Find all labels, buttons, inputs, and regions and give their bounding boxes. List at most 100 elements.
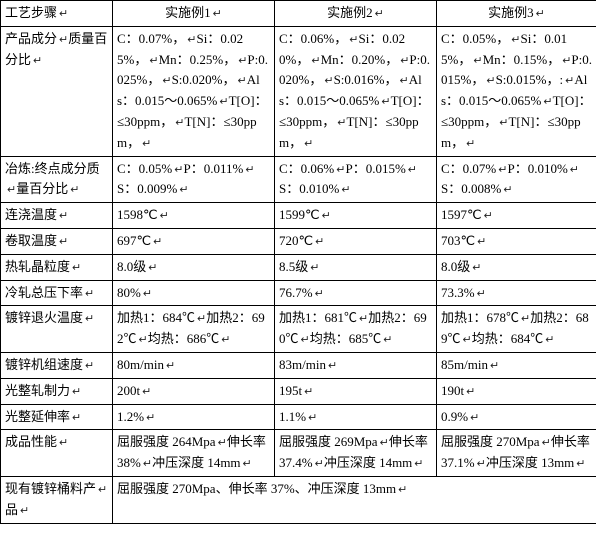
return-mark-icon: ↵ [414,456,423,474]
return-mark-icon: ↵ [477,456,486,474]
return-mark-icon: ↵ [218,435,227,453]
return-mark-icon: ↵ [545,332,554,350]
row-example1-cell: 8.0级↵ [113,254,275,280]
return-mark-icon: ↵ [59,32,68,50]
table-row: 光整延伸率↵1.2%↵1.1%↵0.9%↵ [1,404,596,430]
return-mark-icon: ↵ [477,234,486,252]
row-example2-cell: 1599℃↵ [275,203,437,229]
row-label-cell: 成品性能↵ [1,430,113,477]
row-label-cell: 镀锌机组速度↵ [1,352,113,378]
return-mark-icon: ↵ [162,73,171,91]
return-mark-icon: ↵ [503,182,512,200]
return-mark-icon: ↵ [72,260,81,278]
return-mark-icon: ↵ [328,358,337,376]
row-example1-cell: 697℃↵ [113,228,275,254]
return-mark-icon: ↵ [359,311,368,329]
return-mark-icon: ↵ [304,384,313,402]
return-mark-icon: ↵ [301,332,310,350]
row-label-cell: 镀锌退火温度↵ [1,306,113,353]
table-header-cell: 实施例3↵ [437,1,596,27]
row-example1-cell: 加热1：684℃↵加热2：692℃↵均热：686℃↵ [113,306,275,353]
row-example3-cell: 85m/min↵ [437,352,596,378]
return-mark-icon: ↵ [20,503,29,521]
return-mark-icon: ↵ [565,73,574,91]
return-mark-icon: ↵ [143,456,152,474]
row-example1-cell: 200t↵ [113,378,275,404]
return-mark-icon: ↵ [472,260,481,278]
return-mark-icon: ↵ [221,332,230,350]
return-mark-icon: ↵ [308,410,317,428]
return-mark-icon: ↵ [197,311,206,329]
row-example2-cell: 720℃↵ [275,228,437,254]
row-example2-cell: C：0.06%，↵Si：0.020%，↵Mn：0.20%，↵P:0.020%，↵… [275,26,437,156]
return-mark-icon: ↵ [243,456,252,474]
row-example1-cell: 80%↵ [113,280,275,306]
return-mark-icon: ↵ [153,234,162,252]
row-example3-cell: 1597℃↵ [437,203,596,229]
row-example2-cell: 83m/min↵ [275,352,437,378]
return-mark-icon: ↵ [477,286,486,304]
return-mark-icon: ↵ [375,6,384,24]
return-mark-icon: ↵ [470,410,479,428]
return-mark-icon: ↵ [383,332,392,350]
return-mark-icon: ↵ [473,53,482,71]
return-mark-icon: ↵ [59,208,68,226]
row-example3-cell: C：0.07%↵P：0.010%↵S：0.008%↵ [437,156,596,203]
return-mark-icon: ↵ [179,182,188,200]
return-mark-icon: ↵ [72,384,81,402]
table-row: 冶炼:终点成分质↵量百分比↵C：0.05%↵P：0.011%↵S：0.009%↵… [1,156,596,203]
table-row: 镀锌退火温度↵加热1：684℃↵加热2：692℃↵均热：686℃↵加热1：681… [1,306,596,353]
row-example1-cell: C：0.05%↵P：0.011%↵S：0.009%↵ [113,156,275,203]
table-row: 光整轧制力↵200t↵195t↵190t↵ [1,378,596,404]
return-mark-icon: ↵ [85,311,94,329]
return-mark-icon: ↵ [570,162,579,180]
row-example3-cell: 73.3%↵ [437,280,596,306]
return-mark-icon: ↵ [166,358,175,376]
return-mark-icon: ↵ [70,182,79,200]
return-mark-icon: ↵ [521,311,530,329]
return-mark-icon: ↵ [139,332,148,350]
table-row: 热轧晶粒度↵8.0级↵8.5级↵8.0级↵ [1,254,596,280]
table-footer-row: 现有镀锌桶料产↵品↵屈服强度 270Mpa、伸长率 37%、冲压深度 13mm↵ [1,476,596,523]
table-header-cell: 工艺步骤↵ [1,1,113,27]
return-mark-icon: ↵ [408,162,417,180]
return-mark-icon: ↵ [486,73,495,91]
return-mark-icon: ↵ [543,94,552,112]
return-mark-icon: ↵ [142,136,151,154]
return-mark-icon: ↵ [315,456,324,474]
return-mark-icon: ↵ [324,73,333,91]
row-example3-cell: 8.0级↵ [437,254,596,280]
row-example1-cell: C：0.07%，↵Si：0.025%，↵Mn：0.25%，↵P:0.025%，↵… [113,26,275,156]
table-row: 成品性能↵屈服强度 264Mpa↵伸长率 38%↵冲压深度 14mm↵屈服强度 … [1,430,596,477]
return-mark-icon: ↵ [219,94,228,112]
return-mark-icon: ↵ [399,73,408,91]
return-mark-icon: ↵ [160,208,169,226]
row-example1-cell: 屈服强度 264Mpa↵伸长率 38%↵冲压深度 14mm↵ [113,430,275,477]
row-example3-cell: 加热1：678℃↵加热2：689℃↵均热：684℃↵ [437,306,596,353]
return-mark-icon: ↵ [142,384,151,402]
row-label-cell: 热轧晶粒度↵ [1,254,113,280]
row-example2-cell: C：0.06%↵P：0.015%↵S：0.010%↵ [275,156,437,203]
row-example2-cell: 8.5级↵ [275,254,437,280]
row-example3-cell: 屈服强度 270Mpa↵伸长率 37.1%↵冲压深度 13mm↵ [437,430,596,477]
return-mark-icon: ↵ [146,410,155,428]
return-mark-icon: ↵ [542,435,551,453]
table-row: 冷轧总压下率↵80%↵76.7%↵73.3%↵ [1,280,596,306]
return-mark-icon: ↵ [341,182,350,200]
return-mark-icon: ↵ [315,234,324,252]
row-label-cell: 连浇温度↵ [1,203,113,229]
table-header-cell: 实施例1↵ [113,1,275,27]
return-mark-icon: ↵ [315,286,324,304]
return-mark-icon: ↵ [148,260,157,278]
return-mark-icon: ↵ [463,332,472,350]
table-row: 镀锌机组速度↵80m/min↵83m/min↵85m/min↵ [1,352,596,378]
row-example3-cell: 190t↵ [437,378,596,404]
row-example3-cell: 703℃↵ [437,228,596,254]
row-example1-cell: 1.2%↵ [113,404,275,430]
row-example2-cell: 1.1%↵ [275,404,437,430]
row-example2-cell: 屈服强度 269Mpa↵伸长率 37.4%↵冲压深度 14mm↵ [275,430,437,477]
table-row: 产品成分↵质量百分比↵C：0.07%，↵Si：0.025%，↵Mn：0.25%，… [1,26,596,156]
return-mark-icon: ↵ [143,286,152,304]
table-header-cell: 实施例2↵ [275,1,437,27]
return-mark-icon: ↵ [310,260,319,278]
